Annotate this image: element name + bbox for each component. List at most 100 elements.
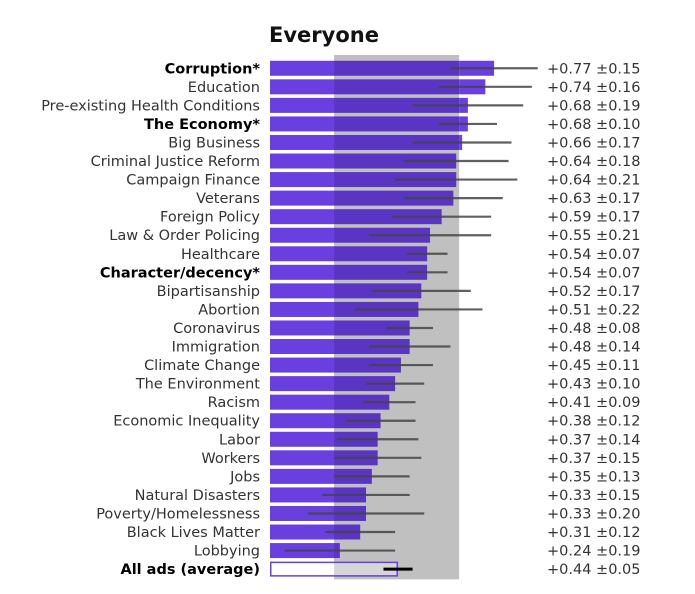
category-label: Labor <box>219 432 260 448</box>
category-label: Black Lives Matter <box>127 525 260 541</box>
value-label: +0.33 ±0.20 <box>547 506 640 522</box>
bar <box>270 227 335 243</box>
category-label: Poverty/Homelessness <box>96 506 260 522</box>
value-label: +0.64 ±0.21 <box>547 173 640 189</box>
bar-segment-in-band <box>334 264 428 280</box>
bar <box>270 60 335 76</box>
value-label: +0.24 ±0.19 <box>547 544 640 560</box>
bar-segment-in-band <box>334 116 460 132</box>
category-label: Character/decency* <box>100 265 261 281</box>
value-label: +0.54 ±0.07 <box>547 265 640 281</box>
value-label: +0.38 ±0.12 <box>547 414 640 430</box>
bar <box>270 450 335 466</box>
value-label: +0.64 ±0.18 <box>547 154 640 170</box>
category-label: The Economy* <box>144 117 260 133</box>
bar-segment-in-band <box>334 97 460 113</box>
category-label: Abortion <box>198 302 260 318</box>
bar <box>270 246 335 262</box>
bar <box>270 172 335 188</box>
category-labels-group: Corruption* Education Pre-existing Health … <box>41 61 260 578</box>
category-label: Law & Order Policing <box>109 228 260 244</box>
value-label: +0.44 ±0.05 <box>547 562 640 578</box>
bar-segment-in-band <box>334 190 454 206</box>
value-label: +0.31 ±0.12 <box>547 525 640 541</box>
value-label: +0.43 ±0.10 <box>547 377 640 393</box>
bar <box>270 97 335 113</box>
category-label: Lobbying <box>194 544 260 560</box>
value-label: +0.68 ±0.10 <box>547 117 640 133</box>
category-label: Coronavirus <box>173 321 260 337</box>
bar-average <box>270 561 399 577</box>
category-label: All ads (average) <box>120 562 260 578</box>
category-label: Foreign Policy <box>160 210 260 226</box>
bar <box>270 357 335 373</box>
value-label: +0.37 ±0.14 <box>547 432 640 448</box>
category-label: Veterans <box>196 191 260 207</box>
bar-segment-in-band <box>334 60 460 76</box>
bar <box>270 153 335 169</box>
bar <box>270 339 335 355</box>
bar <box>270 190 335 206</box>
value-label: +0.48 ±0.14 <box>547 340 640 356</box>
bar <box>270 413 335 429</box>
bar <box>270 394 335 410</box>
bar <box>270 376 335 392</box>
bar <box>270 468 335 484</box>
value-label: +0.63 ±0.17 <box>547 191 640 207</box>
bar-segment-in-band <box>334 394 390 410</box>
bar <box>270 264 335 280</box>
bar-segment-in-band <box>334 320 410 336</box>
value-label: +0.59 ±0.17 <box>547 210 640 226</box>
bar <box>270 301 335 317</box>
category-label: Immigration <box>172 340 260 356</box>
bar <box>270 487 335 503</box>
value-label: +0.33 ±0.15 <box>547 488 640 504</box>
bar <box>270 524 335 540</box>
category-label: Pre-existing Health Conditions <box>41 98 260 114</box>
category-label: The Environment <box>135 377 260 393</box>
value-label: +0.77 ±0.15 <box>547 61 640 77</box>
value-label: +0.35 ±0.13 <box>547 469 640 485</box>
value-label: +0.41 ±0.09 <box>547 395 640 411</box>
value-label: +0.51 ±0.22 <box>547 302 640 318</box>
bar <box>270 209 335 225</box>
category-label: Economic Inequality <box>113 414 260 430</box>
chart-title: Everyone <box>269 23 379 47</box>
bar-segment-in-band <box>334 209 442 225</box>
bar-segment-in-band <box>334 79 460 95</box>
bar-segment-in-band <box>334 376 396 392</box>
category-label: Climate Change <box>144 358 260 374</box>
error-bars-group <box>284 67 538 571</box>
category-label: Big Business <box>168 135 260 151</box>
bar <box>270 431 335 447</box>
value-label: +0.68 ±0.19 <box>547 98 640 114</box>
value-label: +0.52 ±0.17 <box>547 284 640 300</box>
category-label: Criminal Justice Reform <box>91 154 260 170</box>
value-label: +0.55 ±0.21 <box>547 228 640 244</box>
category-label: Healthcare <box>181 247 260 263</box>
value-label: +0.66 ±0.17 <box>547 135 640 151</box>
bar <box>270 505 335 521</box>
category-label: Campaign Finance <box>126 173 260 189</box>
bar <box>270 283 335 299</box>
bar <box>270 116 335 132</box>
bar-segment-in-band <box>334 153 457 169</box>
value-label: +0.37 ±0.15 <box>547 451 640 467</box>
value-labels-group: +0.77 ±0.15 +0.74 ±0.16 +0.68 ±0.19 +0.68 ±… <box>547 61 640 578</box>
value-label: +0.74 ±0.16 <box>547 80 640 96</box>
category-label: Natural Disasters <box>135 488 260 504</box>
category-label: Corruption* <box>165 61 261 77</box>
category-label: Racism <box>208 395 260 411</box>
value-label: +0.45 ±0.11 <box>547 358 640 374</box>
bars-group <box>270 60 495 577</box>
value-label: +0.48 ±0.08 <box>547 321 640 337</box>
category-label: Education <box>188 80 260 96</box>
category-label: Jobs <box>229 469 260 485</box>
category-label: Workers <box>201 451 260 467</box>
value-label: +0.54 ±0.07 <box>547 247 640 263</box>
category-label: Bipartisanship <box>157 284 260 300</box>
bar-segment-in-band <box>334 134 460 150</box>
bar-segment-in-band <box>334 357 401 373</box>
bar <box>270 320 335 336</box>
